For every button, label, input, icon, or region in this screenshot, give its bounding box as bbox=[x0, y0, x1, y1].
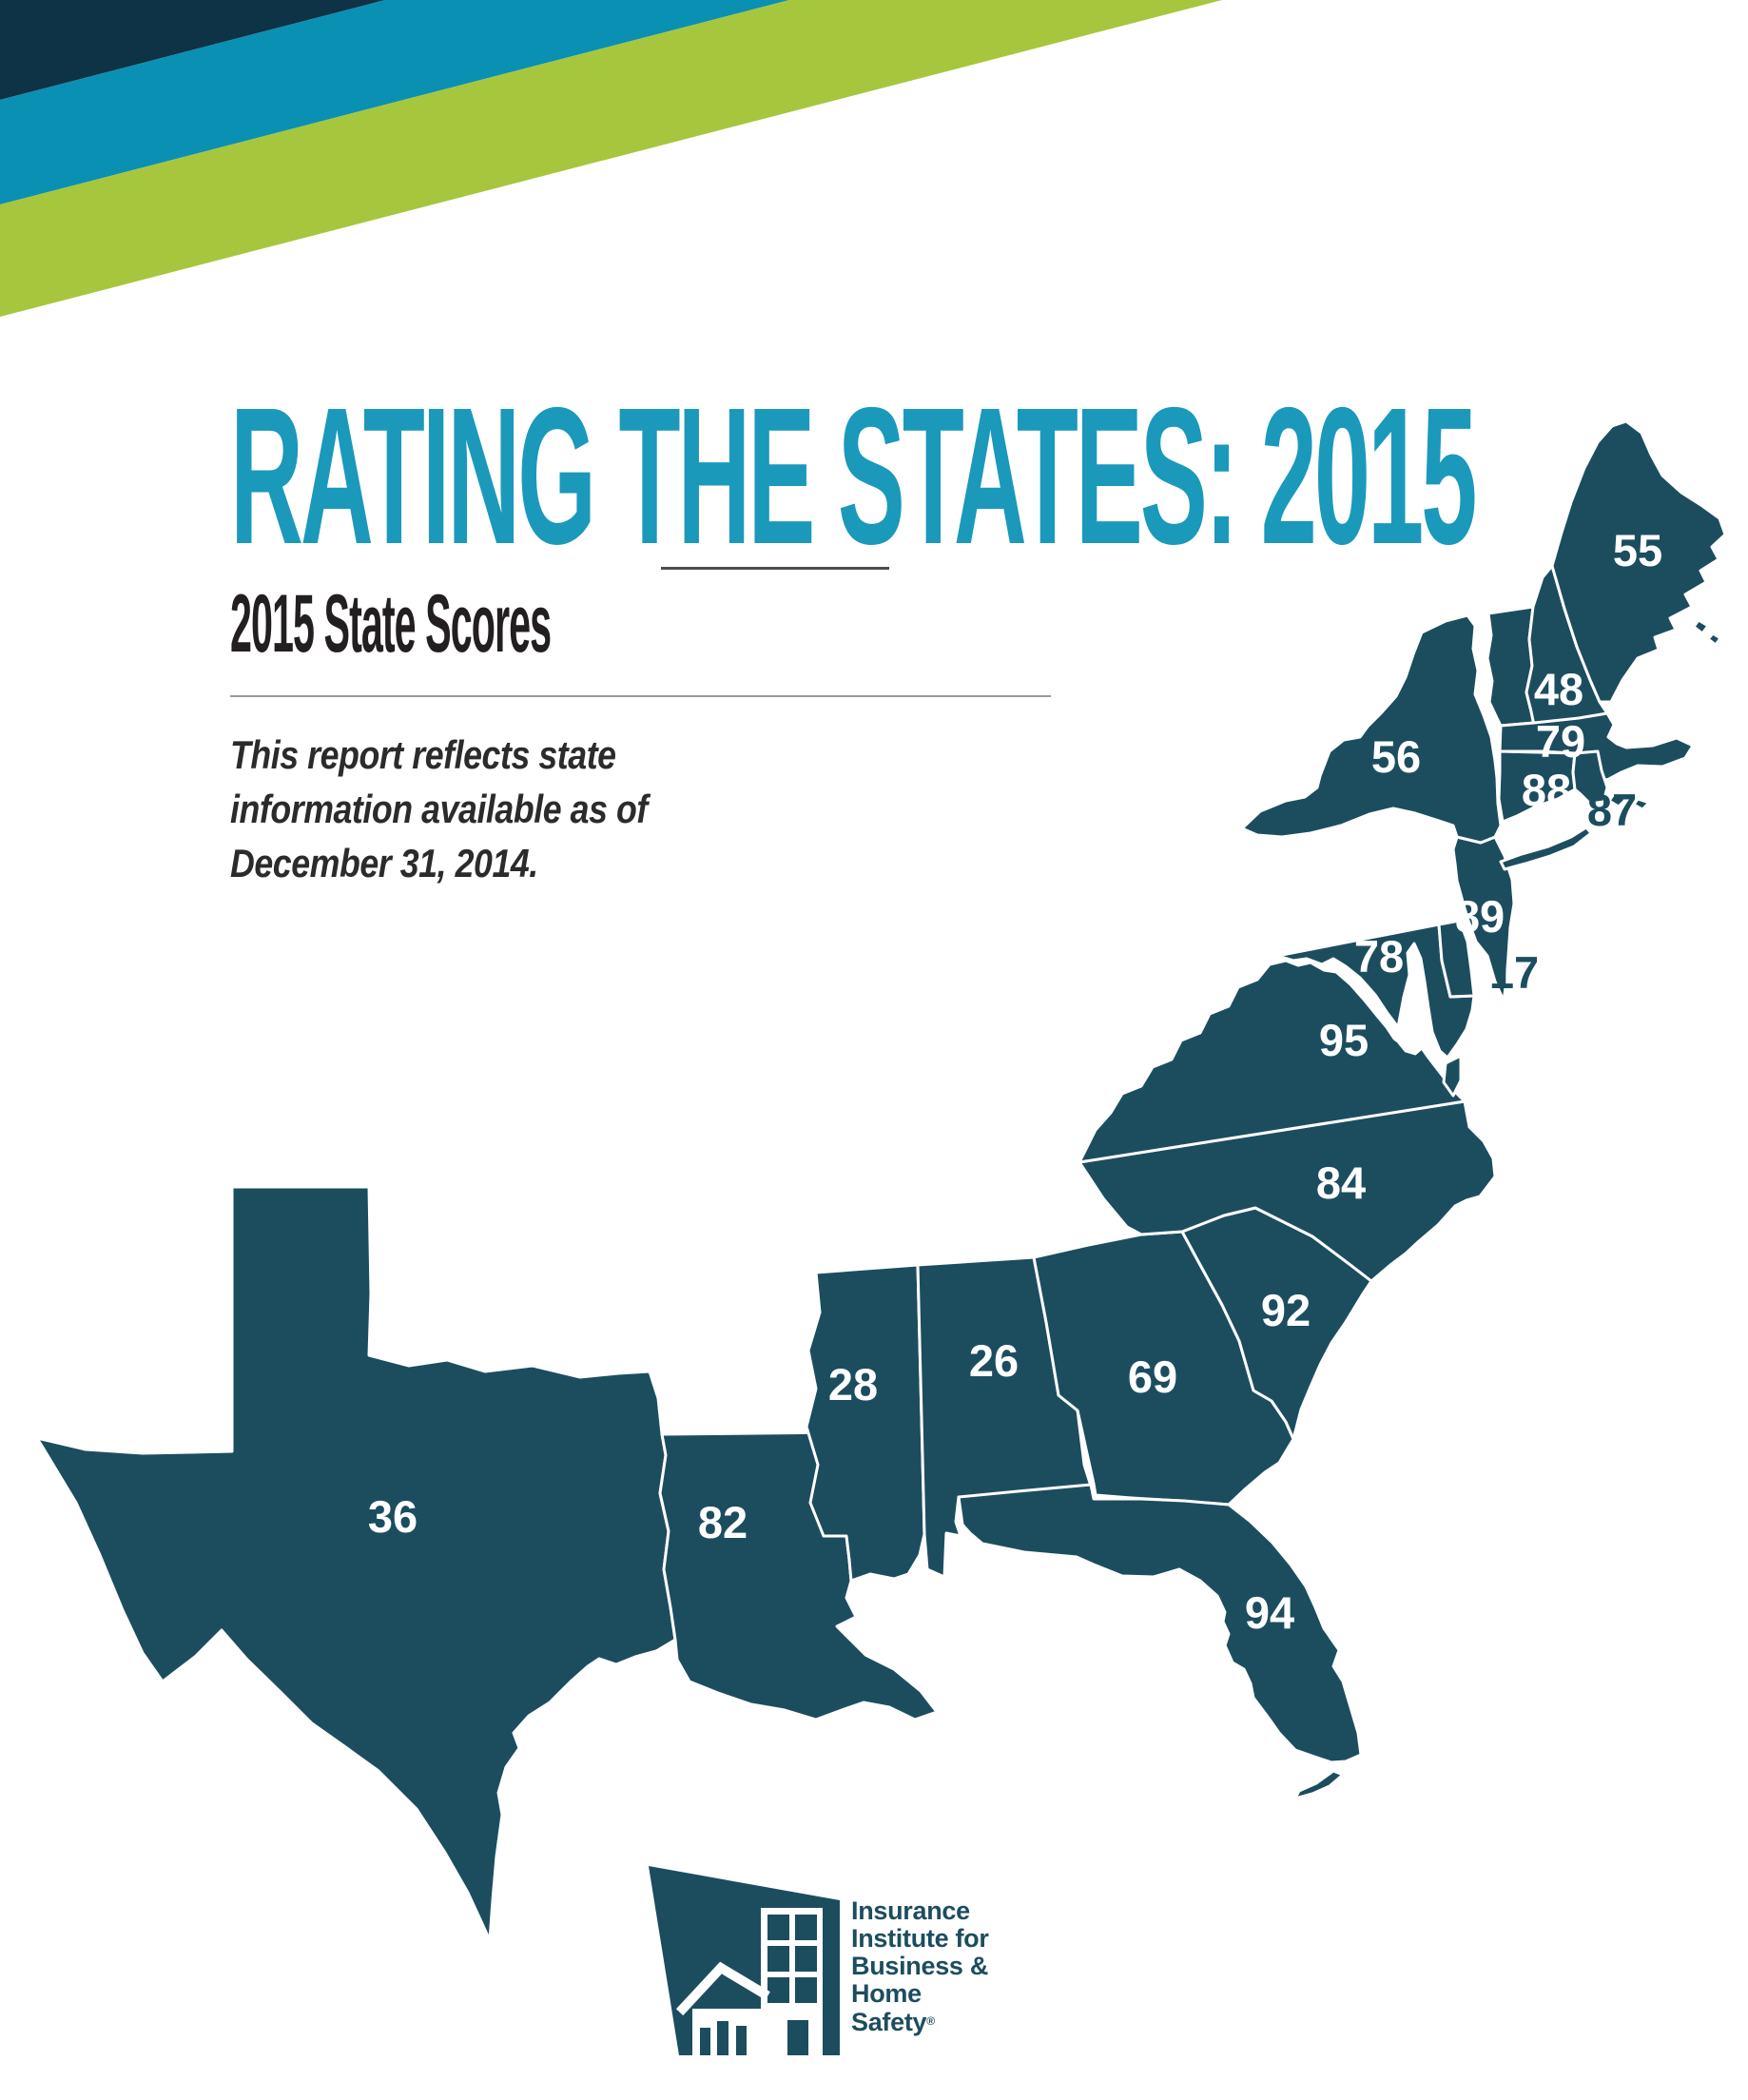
title-underline bbox=[661, 567, 889, 570]
page-title: RATING THE STATES: 2015 bbox=[230, 367, 1477, 585]
logo-line-4: Home bbox=[851, 1979, 922, 2008]
ibhs-logo: Insurance Institute for Business & Home … bbox=[649, 1866, 1143, 2066]
score-label-north-carolina: 84 bbox=[1316, 1157, 1366, 1208]
top-banner-stripes bbox=[0, 0, 1222, 317]
score-label-new-jersey: 89 bbox=[1455, 891, 1505, 942]
intro-line-1: This report reflects state bbox=[230, 732, 616, 777]
score-label-south-carolina: 92 bbox=[1261, 1285, 1311, 1335]
state-new-jersey bbox=[1451, 835, 1516, 1002]
score-label-florida: 94 bbox=[1245, 1587, 1294, 1638]
section-heading: 2015 State Scores bbox=[230, 578, 552, 670]
state-rhode-island bbox=[1571, 749, 1609, 806]
logo-house-openings bbox=[700, 2021, 747, 2055]
score-label-louisiana: 82 bbox=[698, 1497, 748, 1547]
intro-paragraph: This report reflects state information a… bbox=[230, 728, 683, 890]
virginia-eastern-shore bbox=[1442, 1054, 1463, 1098]
score-label-connecticut: 88 bbox=[1522, 765, 1571, 815]
ibhs-logo-mark-icon bbox=[649, 1866, 840, 2055]
state-new-york bbox=[1240, 613, 1503, 845]
logo-line-3: Business & bbox=[851, 1952, 989, 1980]
logo-line-2: Institute for bbox=[851, 1924, 989, 1953]
green-stripe bbox=[0, 0, 1222, 317]
intro-line-2: information available as of bbox=[230, 787, 648, 831]
massachusetts-islands bbox=[1607, 793, 1651, 811]
score-label-maryland: 78 bbox=[1354, 931, 1404, 982]
logo-line-1: Insurance bbox=[851, 1896, 970, 1925]
score-label-virginia: 95 bbox=[1319, 1015, 1369, 1065]
state-virginia bbox=[1078, 959, 1466, 1164]
score-label-mississippi: 28 bbox=[828, 1359, 878, 1410]
registered-mark: ® bbox=[926, 2014, 935, 2028]
state-florida bbox=[957, 1483, 1363, 1764]
logo-building-door bbox=[787, 2020, 808, 2055]
state-shapes bbox=[35, 419, 1727, 1942]
state-mississippi bbox=[805, 1263, 926, 1583]
heading-rule bbox=[230, 695, 1051, 697]
state-maryland bbox=[1275, 923, 1476, 1060]
score-label-delaware: 17 bbox=[1489, 947, 1539, 998]
score-label-massachusetts: 79 bbox=[1536, 716, 1585, 767]
state-texas bbox=[35, 1185, 677, 1942]
score-label-alabama: 26 bbox=[969, 1335, 1019, 1386]
score-label-georgia: 69 bbox=[1128, 1351, 1177, 1402]
state-vermont bbox=[1486, 605, 1536, 728]
score-label-maine: 55 bbox=[1613, 525, 1662, 575]
state-maine bbox=[1550, 419, 1727, 704]
score-label-rhode-island: 87 bbox=[1587, 785, 1637, 835]
long-island bbox=[1499, 826, 1593, 871]
state-score-labels: 36 82 28 26 69 94 92 84 95 78 17 89 56 8… bbox=[368, 525, 1662, 1638]
ibhs-logo-text: Insurance Institute for Business & Home … bbox=[851, 1897, 989, 2036]
score-label-texas: 36 bbox=[368, 1491, 418, 1542]
logo-line-5: Safety® bbox=[851, 2008, 935, 2036]
maine-islands bbox=[1692, 618, 1722, 647]
state-delaware bbox=[1437, 919, 1476, 999]
score-label-new-hampshire: 48 bbox=[1534, 664, 1583, 714]
score-label-new-york: 56 bbox=[1371, 731, 1421, 782]
florida-keys-islands bbox=[1293, 1769, 1345, 1800]
logo-house-roof-icon bbox=[675, 1961, 770, 2016]
logo-building-windows bbox=[767, 1915, 817, 2055]
intro-line-3: December 31, 2014. bbox=[230, 841, 538, 885]
logo-house-door bbox=[717, 2021, 728, 2055]
